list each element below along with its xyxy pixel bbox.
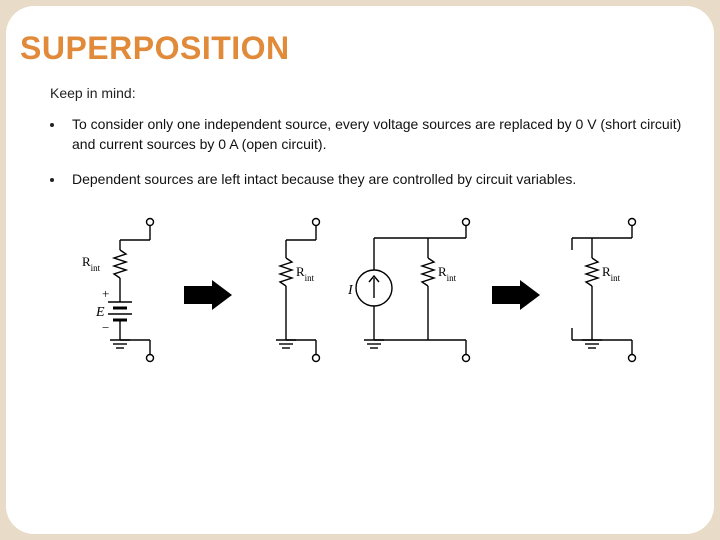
bullet-dot xyxy=(50,123,54,127)
label-plus: + xyxy=(102,286,109,301)
arrow-icon xyxy=(490,280,542,310)
bullet-dot xyxy=(50,178,54,182)
circuit-rint-short: Rint xyxy=(246,210,336,380)
label-rint: Rint xyxy=(82,254,101,273)
slide-title: SUPERPOSITION xyxy=(20,30,684,67)
list-item: Dependent sources are left intact becaus… xyxy=(50,170,684,190)
label-minus: − xyxy=(102,320,109,335)
circuit-current-source: I Rint xyxy=(348,210,478,380)
slide-subhead: Keep in mind: xyxy=(50,85,684,101)
circuit-voltage-source: Rint + E − xyxy=(80,210,170,380)
label-e: E xyxy=(95,305,105,320)
circuit-rint-open: Rint xyxy=(554,210,644,380)
label-rint: Rint xyxy=(602,264,621,283)
bullet-text: To consider only one independent source,… xyxy=(72,115,684,154)
label-i: I xyxy=(348,283,354,298)
arrow-icon xyxy=(182,280,234,310)
label-rint: Rint xyxy=(296,264,315,283)
slide-card: SUPERPOSITION Keep in mind: To consider … xyxy=(6,6,714,534)
circuit-diagram-row: Rint + E − xyxy=(80,210,684,380)
bullet-list: To consider only one independent source,… xyxy=(50,115,684,190)
bullet-text: Dependent sources are left intact becaus… xyxy=(72,170,576,190)
label-rint: Rint xyxy=(438,264,457,283)
list-item: To consider only one independent source,… xyxy=(50,115,684,154)
